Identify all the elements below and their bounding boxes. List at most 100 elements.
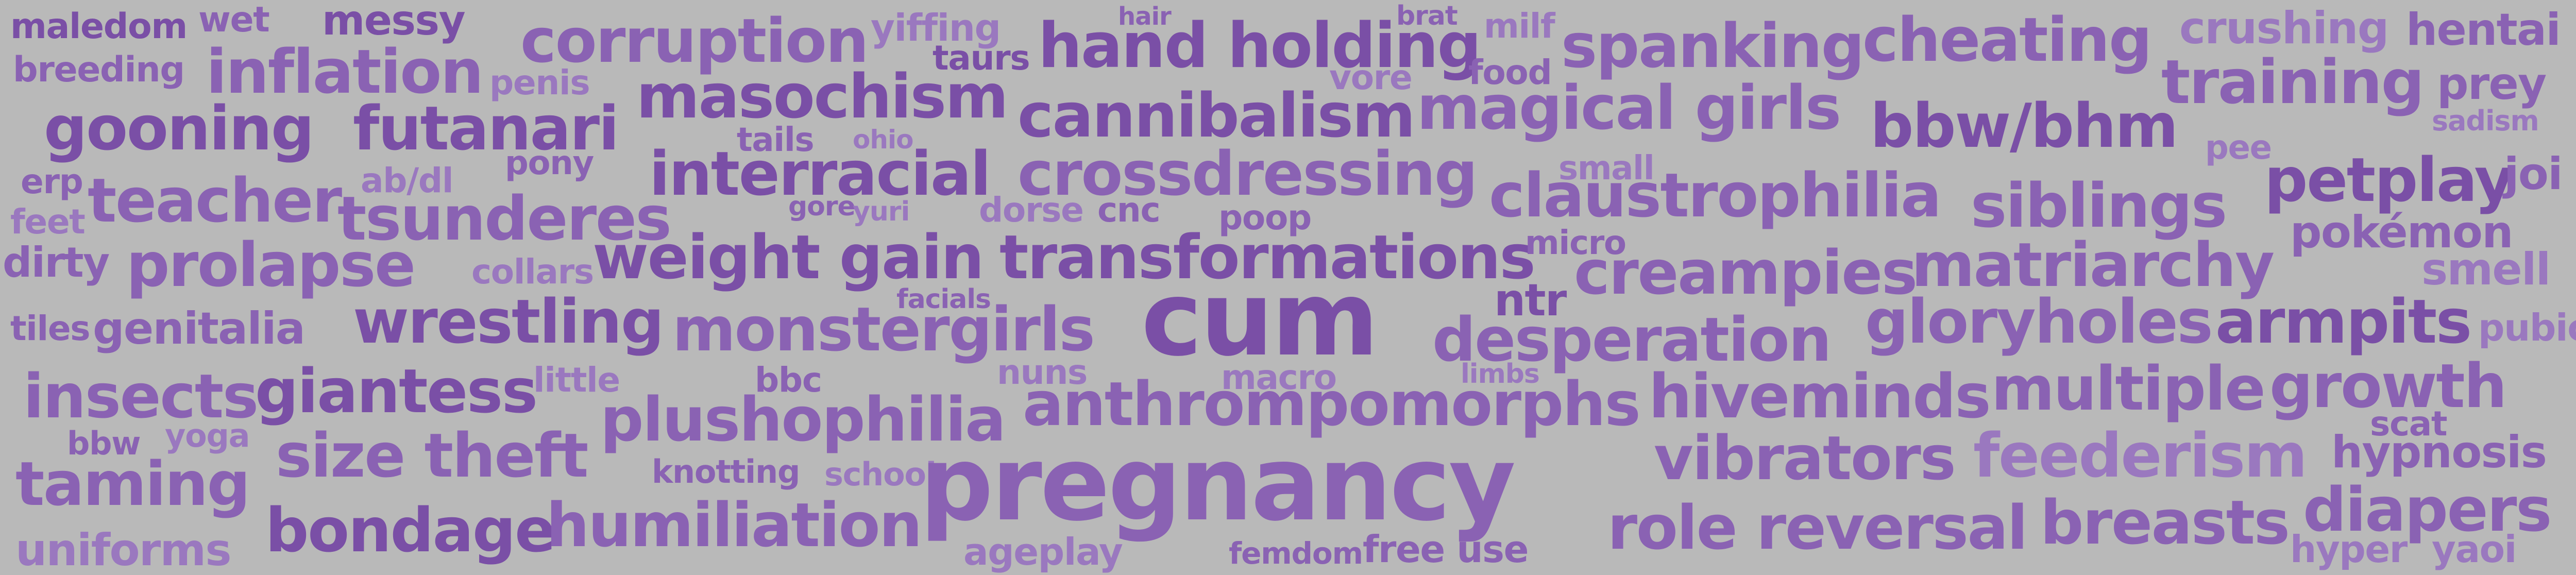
word-role-reversal: role reversal — [1607, 492, 2028, 563]
word-penis: penis — [489, 63, 590, 103]
word-size-theft: size theft — [276, 420, 588, 491]
word-bondage: bondage — [265, 495, 556, 566]
word-genitalia: genitalia — [93, 303, 306, 354]
word-dorse: dorse — [979, 190, 1084, 230]
word-joi: joi — [2504, 148, 2563, 200]
word-little: little — [533, 360, 620, 400]
word-cannibalism: cannibalism — [1018, 80, 1416, 151]
word-feet: feet — [10, 202, 86, 242]
word-macro: macro — [1221, 358, 1337, 397]
word-prey: prey — [2437, 58, 2547, 110]
word-micro: micro — [1525, 224, 1626, 262]
word-smell: smell — [2421, 244, 2551, 295]
word-femdom: femdom — [1229, 536, 1363, 571]
word-facials: facials — [896, 284, 991, 315]
word-cheating: cheating — [1862, 4, 2152, 75]
word-hyper: hyper — [2290, 528, 2408, 571]
word-crossdressing: crossdressing — [1018, 138, 1478, 209]
word-pubic: pubic — [2478, 306, 2576, 349]
word-magical-girls: magical girls — [1417, 72, 1841, 143]
word-poop: poop — [1218, 198, 1312, 238]
word-hentai: hentai — [2406, 4, 2561, 56]
word-breeding: breeding — [13, 49, 185, 90]
word-inflation: inflation — [206, 36, 484, 107]
word-tails: tails — [737, 121, 815, 159]
word-brat: brat — [1396, 1, 1458, 31]
word-plushophilia: plushophilia — [600, 384, 1006, 455]
word-ab-dl: ab/dl — [361, 161, 453, 200]
word-armpits: armpits — [2215, 286, 2472, 357]
word-vore: vore — [1329, 58, 1413, 97]
word-insects: insects — [23, 361, 259, 432]
word-tsunderes: tsunderes — [337, 183, 672, 254]
word-messy: messy — [322, 0, 466, 44]
word-spanking: spanking — [1561, 10, 1865, 81]
word-wrestling: wrestling — [353, 286, 664, 357]
word-matriarchy: matriarchy — [1911, 229, 2275, 300]
word-desperation: desperation — [1432, 304, 1832, 375]
word-milf: milf — [1484, 6, 1555, 46]
word-weight-gain: weight gain — [592, 222, 984, 293]
word-hypnosis: hypnosis — [2331, 427, 2547, 478]
word-yiffing: yiffing — [871, 6, 1001, 49]
word-tiles: tiles — [10, 309, 91, 348]
word-yuri: yuri — [853, 196, 910, 227]
word-masochism: masochism — [636, 61, 1009, 132]
word-hand-holding: hand holding — [1038, 10, 1481, 82]
word-bbw: bbw — [67, 425, 141, 462]
word-creampies: creampies — [1574, 237, 1918, 308]
word-ohio: ohio — [853, 125, 913, 155]
word-humiliation: humiliation — [546, 489, 922, 561]
word-futanari: futanari — [353, 93, 619, 164]
word-pony: pony — [505, 144, 594, 182]
word-collars: collars — [471, 252, 594, 292]
word-prolapse: prolapse — [126, 229, 416, 300]
word-taurs: taurs — [933, 38, 1030, 78]
word-hair: hair — [1118, 2, 1172, 31]
word-wet: wet — [198, 0, 270, 40]
word-hiveminds: hiveminds — [1649, 361, 1991, 432]
word-knotting: knotting — [652, 453, 800, 491]
word-multiple: multiple — [1991, 353, 2266, 424]
word-gooning: gooning — [44, 93, 314, 164]
word-vibrators: vibrators — [1654, 422, 1956, 494]
word-anthrompomorphs: anthrompomorphs — [1023, 368, 1641, 439]
word-diapers: diapers — [2303, 474, 2552, 545]
word-crushing: crushing — [2179, 3, 2389, 54]
word-petplay: petplay — [2264, 144, 2514, 215]
word-interracial: interracial — [649, 138, 991, 209]
word-monstergirls: monstergirls — [672, 294, 1095, 365]
word-pregnancy: pregnancy — [920, 424, 1516, 544]
word-claustrophilia: claustrophilia — [1489, 160, 1942, 231]
word-pokemon: pokémon — [2290, 207, 2513, 258]
word-yaoi: yaoi — [2432, 528, 2517, 571]
word-food: food — [1468, 53, 1552, 92]
word-school: school — [824, 455, 937, 493]
word-giantess: giantess — [255, 356, 538, 427]
word-ntr: ntr — [1494, 275, 1567, 326]
word-training: training — [2161, 46, 2425, 117]
word-scat: scat — [2370, 404, 2448, 444]
word-yoga: yoga — [165, 417, 250, 454]
word-breasts: breasts — [2040, 487, 2290, 558]
word-gloryholes: gloryholes — [1865, 286, 2213, 357]
word-maledom: maledom — [10, 6, 188, 47]
word-teacher: teacher — [88, 165, 342, 236]
word-free-use: free use — [1363, 528, 1529, 571]
word-taming: taming — [15, 448, 250, 519]
word-uniforms: uniforms — [15, 525, 232, 575]
word-nuns: nuns — [997, 352, 1088, 392]
word-ageplay: ageplay — [963, 530, 1123, 573]
word-bbw-bhm: bbw/bhm — [1870, 90, 2178, 161]
word-growth: growth — [2269, 350, 2507, 421]
word-erp: erp — [21, 162, 83, 201]
word-limbs: limbs — [1461, 359, 1540, 390]
word-bbc: bbc — [755, 360, 822, 400]
word-cnc: cnc — [1097, 190, 1161, 230]
word-corruption: corruption — [520, 5, 869, 76]
word-dirty: dirty — [3, 239, 110, 286]
word-gore: gore — [788, 191, 856, 222]
word-feederism: feederism — [1973, 420, 2308, 491]
word-pee: pee — [2205, 129, 2272, 167]
